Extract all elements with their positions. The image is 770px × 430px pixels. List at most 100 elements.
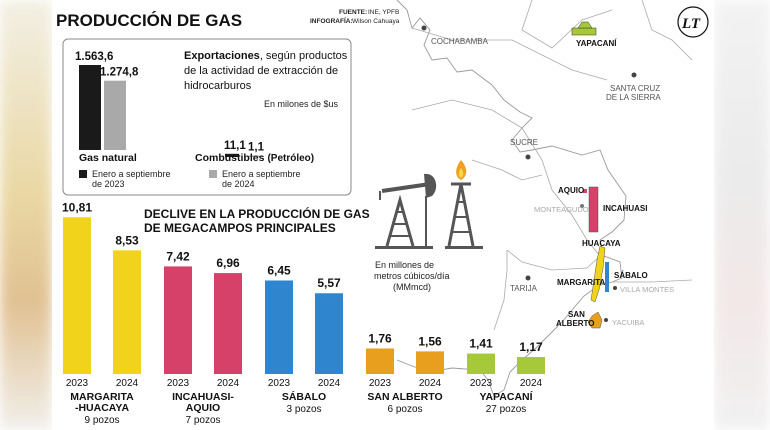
decline-bar-1-2023 <box>164 266 192 374</box>
decline-bar-0-2023 <box>63 217 91 374</box>
decline-field-name: SAN ALBERTO <box>367 391 442 403</box>
decline-value-label: 1,41 <box>469 337 493 351</box>
decline-value-label: 8,53 <box>115 233 139 247</box>
export-category-label: Combustibles (Petróleo) <box>195 152 314 164</box>
tarija-dot <box>525 275 531 281</box>
decline-unit-line-3: (MMmcd) <box>393 282 431 292</box>
map-dept-border-7 <box>471 159 543 181</box>
decline-year-label: 2023 <box>167 378 190 389</box>
bolivia-map: COCHABAMBA SANTA CRUZ DE LA SIERRA SUCRE… <box>396 0 693 397</box>
decline-field-pozos: 6 pozos <box>387 404 422 415</box>
map-label-alberto: ALBERTO <box>556 319 595 328</box>
map-label-sabalo: SÁBALO <box>614 271 648 280</box>
decline-field-name: MARGARITA <box>70 391 134 403</box>
decline-value-label: 6,45 <box>267 263 291 277</box>
decline-year-label: 2023 <box>470 378 493 389</box>
yapacani-field-marker-top <box>577 21 593 29</box>
legend-swatch-2023 <box>79 170 87 178</box>
exports-title-rest: , según productos <box>260 50 348 62</box>
aquio-dot <box>583 189 587 193</box>
export-category-label: Gas natural <box>79 152 137 164</box>
decline-field-name-2: -HUACAYA <box>75 402 129 414</box>
map-dept-border-9 <box>612 279 693 283</box>
decline-field-name-2: AQUIO <box>186 402 220 414</box>
logo-text: LT <box>681 16 701 32</box>
map-label-huacaya: HUACAYA <box>582 239 621 248</box>
map-label-incahuasi: INCAHUASI <box>603 204 647 213</box>
map-dept-border-6 <box>493 250 508 331</box>
decline-field-name: INCAHUASI- <box>172 391 234 403</box>
decline-value-label: 10,81 <box>62 200 92 214</box>
santa-cruz-dot <box>631 72 637 78</box>
decline-year-label: 2024 <box>419 378 442 389</box>
decline-field-name: SÁBALO <box>282 390 326 403</box>
map-dept-border-3 <box>411 99 523 129</box>
yacuiba-dot <box>604 318 608 322</box>
source-label: FUENTE: <box>339 9 367 16</box>
decline-value-label: 6,96 <box>216 256 240 270</box>
decline-bar-1-2024 <box>214 273 242 374</box>
source-value: INE, YPFB <box>368 9 399 16</box>
decline-bar-3-2024 <box>416 351 444 374</box>
map-label-aquio: AQUIO <box>558 186 584 195</box>
decline-value-label: 1,56 <box>418 334 442 348</box>
map-label-monteagudo: MONTEAGUDO <box>534 205 589 214</box>
left-blurred-background <box>0 0 52 430</box>
export-bar-gas-2024 <box>104 80 126 150</box>
legend-swatch-2024 <box>209 170 217 178</box>
sabalo-field-marker <box>605 262 609 292</box>
decline-field-pozos: 3 pozos <box>286 404 321 415</box>
decline-year-label: 2024 <box>217 378 240 389</box>
legend-2023-line-2: de 2023 <box>92 179 125 189</box>
exports-box <box>62 38 352 196</box>
map-dept-border-4 <box>521 127 601 257</box>
map-label-san: SAN <box>568 310 585 319</box>
exports-title-line-3: hidrocarburos <box>184 80 252 92</box>
decline-bar-0-2024 <box>113 250 141 374</box>
map-dept-border-5 <box>506 249 601 271</box>
exports-unit: En milones de $us <box>264 99 339 109</box>
export-value-label: 1.563,6 <box>75 51 113 63</box>
decline-year-label: 2024 <box>520 378 543 389</box>
decline-bar-2-2023 <box>265 280 293 374</box>
exports-chart: 1.563,6 1.274,8 Gas natural 11,1 1,1Combusti… <box>75 51 314 164</box>
decline-value-label: 1,17 <box>519 340 543 354</box>
decline-bar-4-2023 <box>467 353 495 374</box>
gas-derrick-flame-icon <box>445 160 483 249</box>
credit-label: INFOGRAFÍA: <box>310 16 353 25</box>
exports-title-line-2: de la actividad de extracción de <box>184 65 338 77</box>
legend-2023-line-1: Enero a septiembre <box>92 169 171 179</box>
decline-bar-2-2024 <box>315 293 343 374</box>
export-bar-combustibles-2023 <box>225 153 239 157</box>
right-blurred-background <box>714 0 770 430</box>
map-dept-border-1 <box>411 27 608 81</box>
map-label-sucre: SUCRE <box>510 138 538 147</box>
decline-field-pozos: 9 pozos <box>84 415 119 426</box>
decline-bar-3-2023 <box>366 348 394 374</box>
export-bar-combustibles-2024 <box>249 155 263 157</box>
cochabamba-dot <box>421 25 427 31</box>
decline-year-label: 2024 <box>116 378 139 389</box>
infographic-panel: COCHABAMBA SANTA CRUZ DE LA SIERRA SUCRE… <box>52 0 714 430</box>
export-value-label: 11,1 <box>224 140 246 152</box>
yapacani-field-marker <box>571 27 597 36</box>
map-label-yacuiba: YACUIBA <box>612 318 644 327</box>
map-dept-border-8 <box>641 0 693 61</box>
decline-field-name: YAPACANÍ <box>479 390 533 403</box>
legend-2024-line-2: de 2024 <box>222 179 255 189</box>
decline-title-line-2: DE MEGACAMPOS PRINCIPALES <box>144 221 336 235</box>
decline-unit-line-1: En millones de <box>375 260 434 270</box>
aquio-incahuasi-field-marker <box>588 186 599 233</box>
map-label-tarija: TARIJA <box>510 284 538 293</box>
legend-2024-line-1: Enero a septiembre <box>222 169 301 179</box>
villa-montes-dot <box>613 286 617 290</box>
decline-unit-line-2: metros cúbicos/día <box>374 271 450 281</box>
export-value-label: 1,1 <box>248 142 265 154</box>
decline-title-line-1: DECLIVE EN LA PRODUCCIÓN DE GAS <box>144 206 370 221</box>
map-label-de-la-sierra: DE LA SIERRA <box>606 93 661 102</box>
map-outline <box>396 0 627 397</box>
decline-value-label: 5,57 <box>317 276 341 290</box>
exports-title-line-1: Exportaciones, según productos <box>184 50 348 62</box>
